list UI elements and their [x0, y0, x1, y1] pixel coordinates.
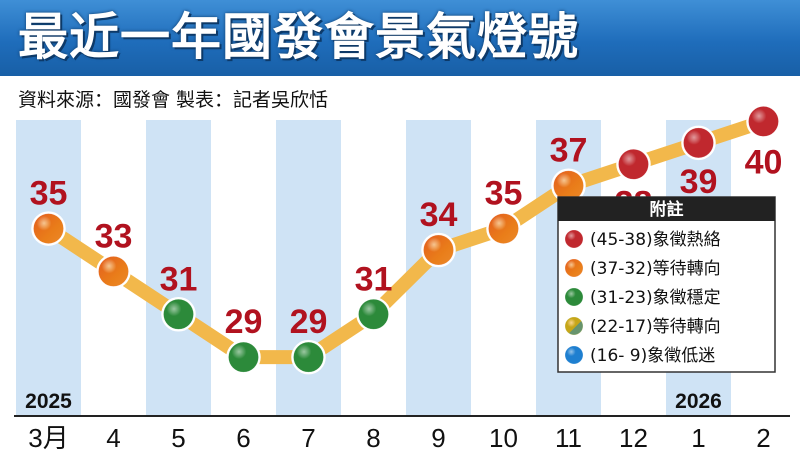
data-label: 35	[30, 175, 68, 213]
data-label: 29	[225, 303, 263, 341]
column-stripe	[146, 120, 211, 416]
data-label: 33	[95, 217, 133, 255]
legend-title: 附註	[650, 199, 684, 220]
data-label: 40	[745, 143, 783, 181]
x-tick-label: 3月	[28, 423, 68, 453]
x-tick-label: 8	[366, 423, 380, 453]
data-point	[486, 211, 521, 246]
x-tick-label: 9	[431, 423, 445, 453]
legend: 附註 (45-38)象徵熱絡 (37-32)等待轉向 (31-23)象徵穩定 (22-1…	[557, 196, 776, 373]
legend-header	[558, 197, 775, 221]
legend-swatch	[562, 285, 586, 309]
data-point	[96, 254, 131, 289]
x-tick-label: 2	[756, 423, 770, 453]
data-point	[551, 168, 586, 203]
x-tick-label: 11	[555, 423, 582, 453]
legend-swatch	[562, 343, 586, 367]
data-point	[226, 339, 261, 375]
data-label: 29	[290, 303, 328, 341]
data-label: 37	[550, 132, 588, 170]
data-point	[31, 211, 66, 246]
data-point	[356, 297, 391, 332]
chart-title: 最近一年國發會景氣燈號	[18, 8, 579, 66]
x-tick-label: 7	[301, 423, 315, 453]
data-label: 31	[160, 260, 198, 298]
data-point	[746, 104, 781, 139]
legend-item-label: (31-23)象徵穩定	[590, 288, 721, 308]
legend-item-label: (45-38)象徵熱絡	[590, 230, 721, 250]
data-point	[161, 297, 196, 332]
source-credit: 資料來源：國發會 製表：記者吳欣恬	[18, 89, 329, 111]
data-point	[421, 232, 456, 268]
x-tick-label: 12	[619, 423, 648, 453]
year-label: 2026	[675, 390, 722, 413]
data-point	[616, 147, 651, 182]
data-point	[291, 339, 326, 375]
x-tick-label: 4	[106, 423, 120, 453]
year-label: 2025	[25, 390, 72, 413]
data-label: 34	[420, 196, 458, 234]
legend-item-label: (16- 9)象徵低迷	[590, 346, 715, 366]
legend-swatch	[562, 227, 586, 251]
legend-item-label: (37-32)等待轉向	[590, 259, 721, 279]
data-label: 39	[680, 163, 718, 201]
data-point	[681, 125, 716, 161]
title-bar: 最近一年國發會景氣燈號	[0, 0, 800, 76]
legend-box	[557, 196, 776, 373]
x-tick-label: 1	[691, 423, 705, 453]
data-label: 35	[485, 175, 523, 213]
x-tick-label: 10	[489, 423, 518, 453]
x-tick-label: 6	[236, 423, 250, 453]
data-label: 31	[355, 260, 393, 298]
legend-swatch	[562, 256, 586, 280]
column-stripe	[16, 120, 81, 416]
x-tick-label: 5	[171, 423, 185, 453]
legend-item-label: (22-17)等待轉向	[590, 317, 721, 337]
legend-swatch	[562, 314, 586, 338]
signal-points	[31, 104, 781, 375]
